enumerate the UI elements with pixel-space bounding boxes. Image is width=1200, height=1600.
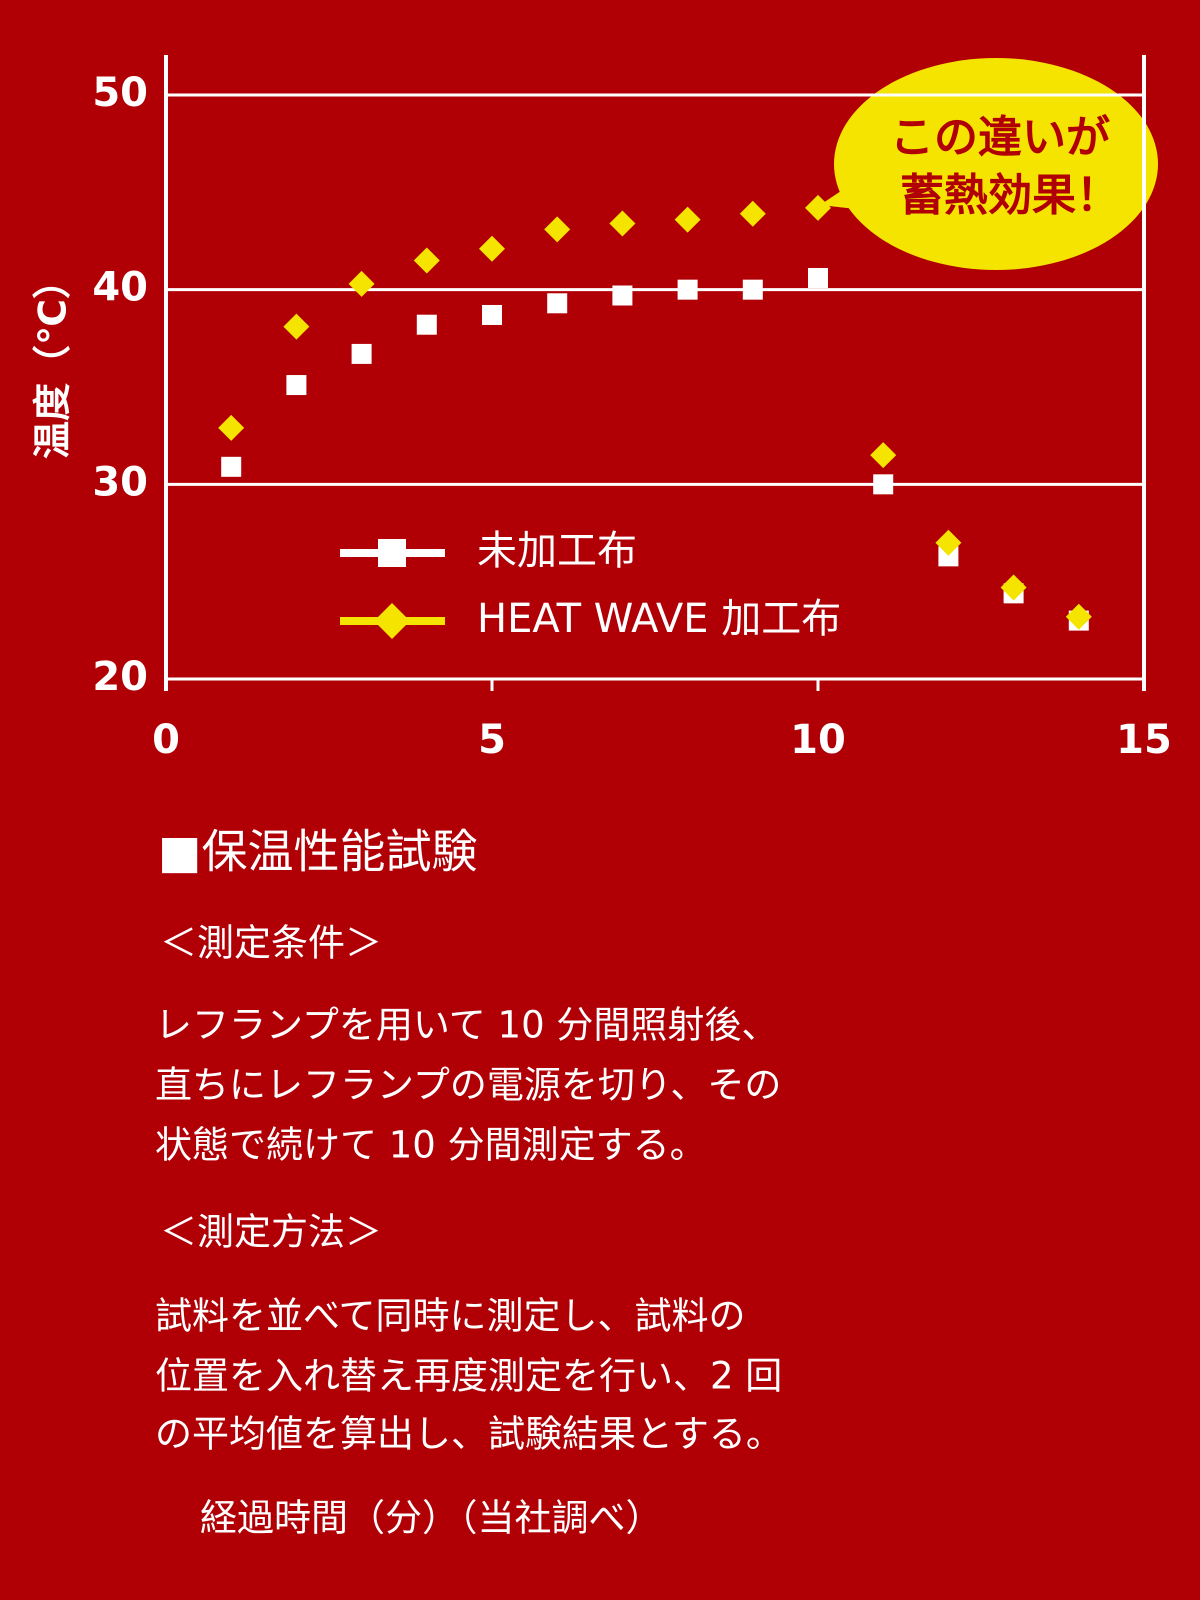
y-axis-label: 温度（℃） (31, 261, 75, 459)
x-tick-label: 5 (478, 717, 506, 763)
legend-marker (378, 539, 406, 567)
marker (873, 474, 894, 495)
paragraph-line: 位置を入れ替え再度測定を行い、2 回 (155, 1355, 782, 1398)
marker (739, 200, 766, 227)
x-tick-label: 0 (152, 717, 180, 763)
marker (544, 216, 571, 243)
marker (870, 442, 897, 469)
marker (938, 546, 959, 567)
marker (348, 270, 375, 297)
marker (1065, 603, 1092, 630)
marker (283, 313, 310, 340)
callout-tail (820, 185, 865, 210)
x-axis-label: 経過時間（分）（当社調べ） (200, 1497, 663, 1540)
marker (612, 285, 633, 306)
marker (677, 279, 698, 300)
x-tick-label: 10 (790, 717, 846, 763)
callout-text: 蓄熱効果！ (900, 170, 1120, 221)
y-tick-label: 40 (92, 265, 148, 311)
marker (218, 414, 245, 441)
marker (547, 293, 568, 314)
y-tick-label: 50 (92, 70, 148, 116)
x-tick-label: 15 (1116, 717, 1172, 763)
legend-label: HEAT WAVE 加工布 (477, 596, 841, 642)
marker (413, 247, 440, 274)
marker (808, 267, 828, 288)
paragraph-line: 試料を並べて同時に測定し、試料の (155, 1295, 746, 1338)
marker (416, 314, 437, 335)
marker (609, 210, 636, 237)
marker (674, 206, 701, 233)
paragraph-line: の平均値を算出し、試験結果とする。 (155, 1413, 783, 1456)
paragraph-line: 直ちにレフランプの電源を切り、その (155, 1064, 781, 1107)
legend-label: 未加工布 (477, 528, 637, 574)
callout-text: この違いが (890, 112, 1110, 163)
marker (351, 343, 372, 364)
legend-marker (374, 603, 410, 639)
marker (805, 194, 831, 221)
paragraph-line: レフランプを用いて 10 分間照射後、 (155, 1004, 778, 1047)
section-title: ＜測定方法＞ (160, 1211, 382, 1254)
section-title: ＜測定条件＞ (160, 922, 382, 965)
marker (482, 304, 502, 325)
marker (286, 375, 307, 396)
paragraph-line: 状態で続けて 10 分間測定する。 (155, 1124, 707, 1167)
marker (742, 279, 763, 300)
y-tick-label: 30 (92, 459, 148, 505)
marker (479, 235, 505, 262)
marker (1000, 574, 1027, 601)
notes-heading: ■保温性能試験 (158, 825, 477, 879)
marker (935, 529, 962, 556)
marker (221, 456, 242, 477)
callout-bubble (834, 58, 1158, 270)
y-tick-label: 20 (92, 654, 148, 700)
